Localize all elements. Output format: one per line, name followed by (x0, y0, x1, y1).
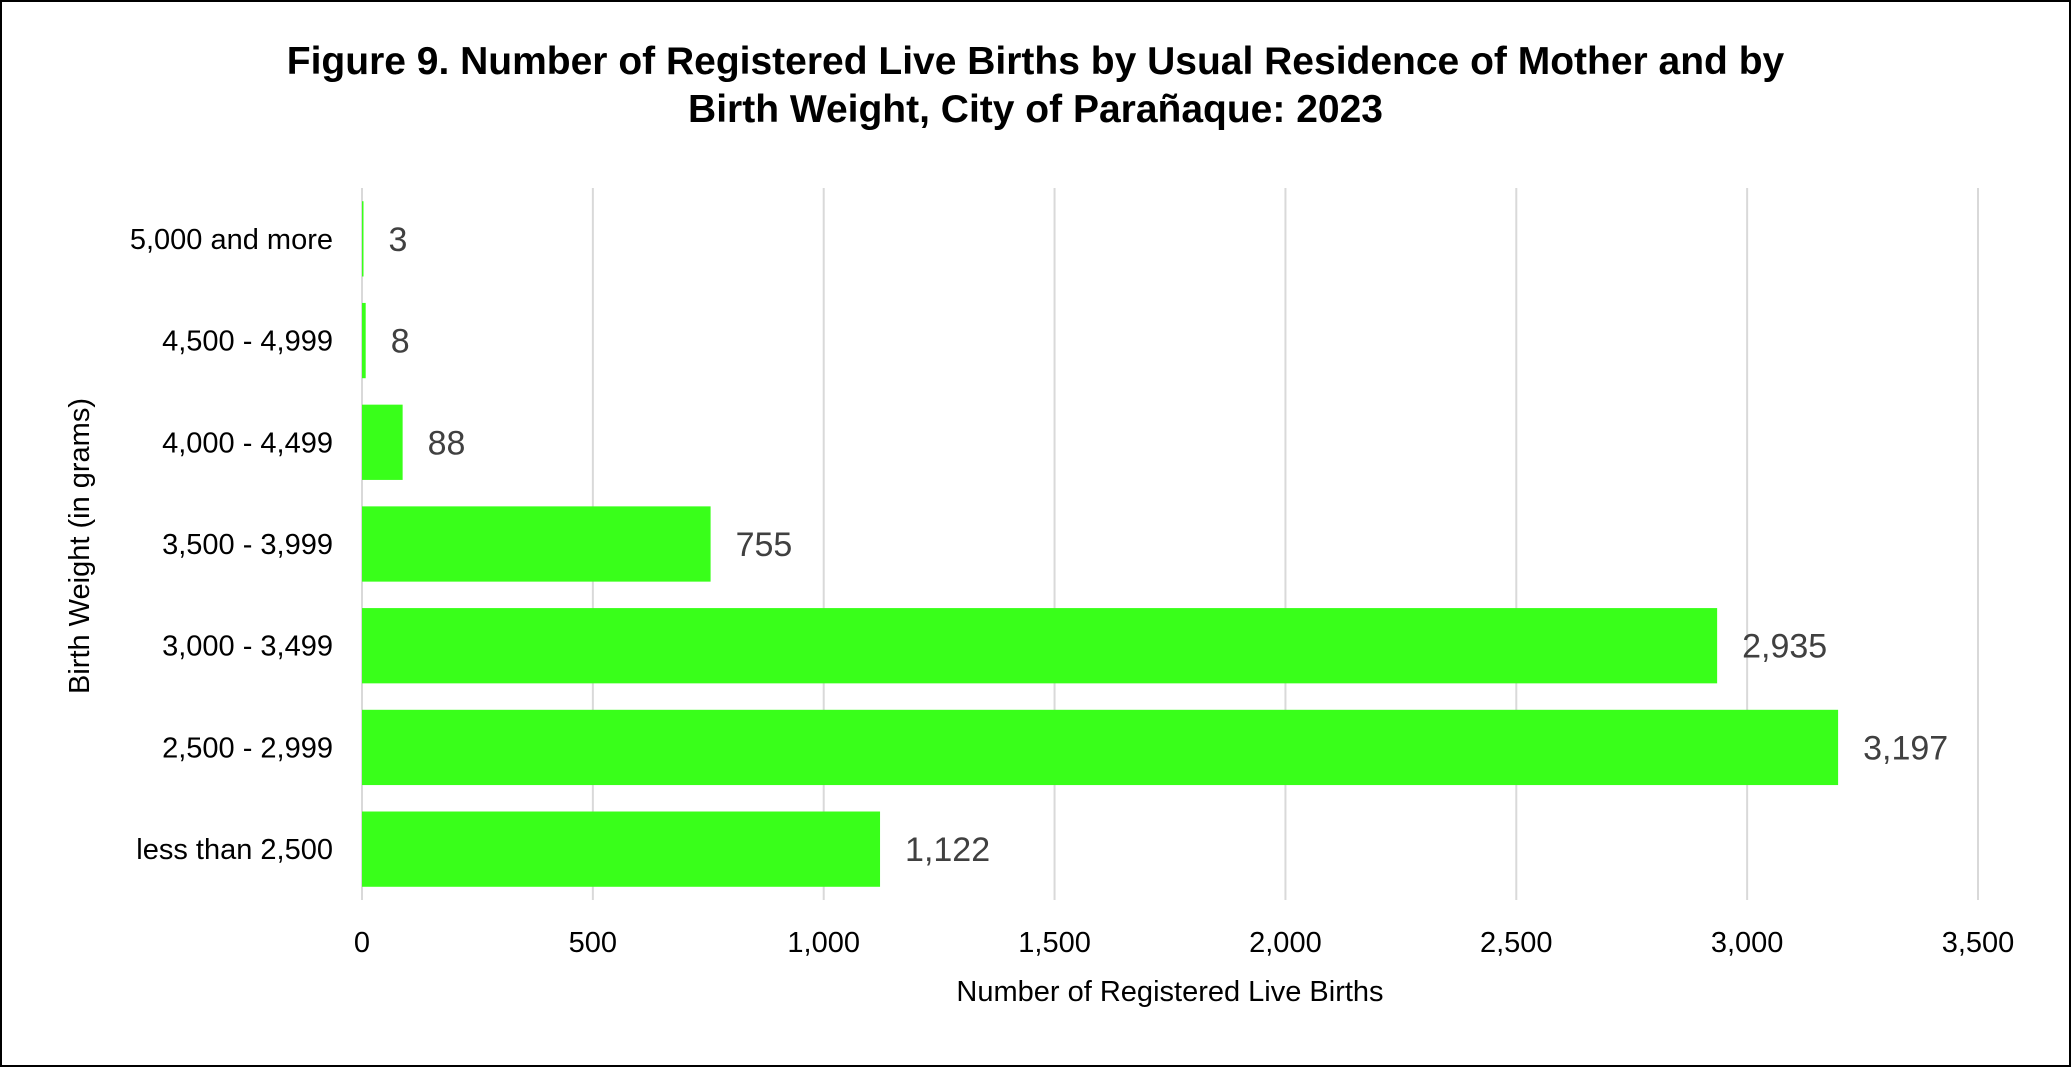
category-labels: 5,000 and more 4,500 - 4,999 4,000 - 4,499… (130, 224, 333, 866)
data-label: 1,122 (905, 831, 990, 869)
chart-title-line1: Figure 9. Number of Registered Live Birt… (286, 40, 1785, 83)
data-label: 8 (391, 323, 410, 361)
category-label: 5,000 and more (130, 224, 333, 256)
data-label: 755 (736, 526, 793, 564)
x-tick-label: 1,000 (787, 927, 860, 959)
chart-title-line2: Birth Weight, City of Parañaque: 2023 (688, 88, 1383, 131)
bar (362, 506, 711, 582)
data-label: 2,935 (1742, 628, 1827, 666)
x-tick-label: 2,000 (1249, 927, 1322, 959)
category-label: 4,500 - 4,999 (162, 326, 333, 358)
bar (362, 302, 366, 379)
bar (362, 811, 881, 887)
x-tick-label: 500 (569, 927, 617, 959)
x-axis-label: Number of Registered Live Births (956, 976, 1383, 1008)
x-tick-labels: 0 500 1,000 1,500 2,000 2,500 3,000 3,500 (354, 927, 2014, 959)
x-tick-label: 3,500 (1942, 927, 2015, 959)
data-label: 88 (428, 424, 466, 462)
category-label: less than 2,500 (136, 834, 333, 866)
x-tick-label: 0 (354, 927, 370, 959)
bars (362, 201, 1839, 887)
category-label: 3,000 - 3,499 (162, 631, 333, 663)
category-label: 4,000 - 4,499 (162, 427, 333, 459)
x-tick-label: 3,000 (1711, 927, 1784, 959)
category-label: 3,500 - 3,999 (162, 529, 333, 561)
bar (362, 709, 1839, 786)
data-label: 3,197 (1863, 729, 1948, 767)
bar (362, 404, 403, 480)
category-label: 2,500 - 2,999 (162, 732, 333, 764)
y-axis-label: Birth Weight (in grams) (64, 398, 96, 694)
data-label: 3 (389, 221, 408, 259)
bar (362, 608, 1718, 684)
bar (362, 201, 364, 277)
x-tick-label: 2,500 (1480, 927, 1553, 959)
chart-title: Figure 9. Number of Registered Live Birt… (0, 38, 2071, 134)
x-tick-label: 1,500 (1018, 927, 1091, 959)
